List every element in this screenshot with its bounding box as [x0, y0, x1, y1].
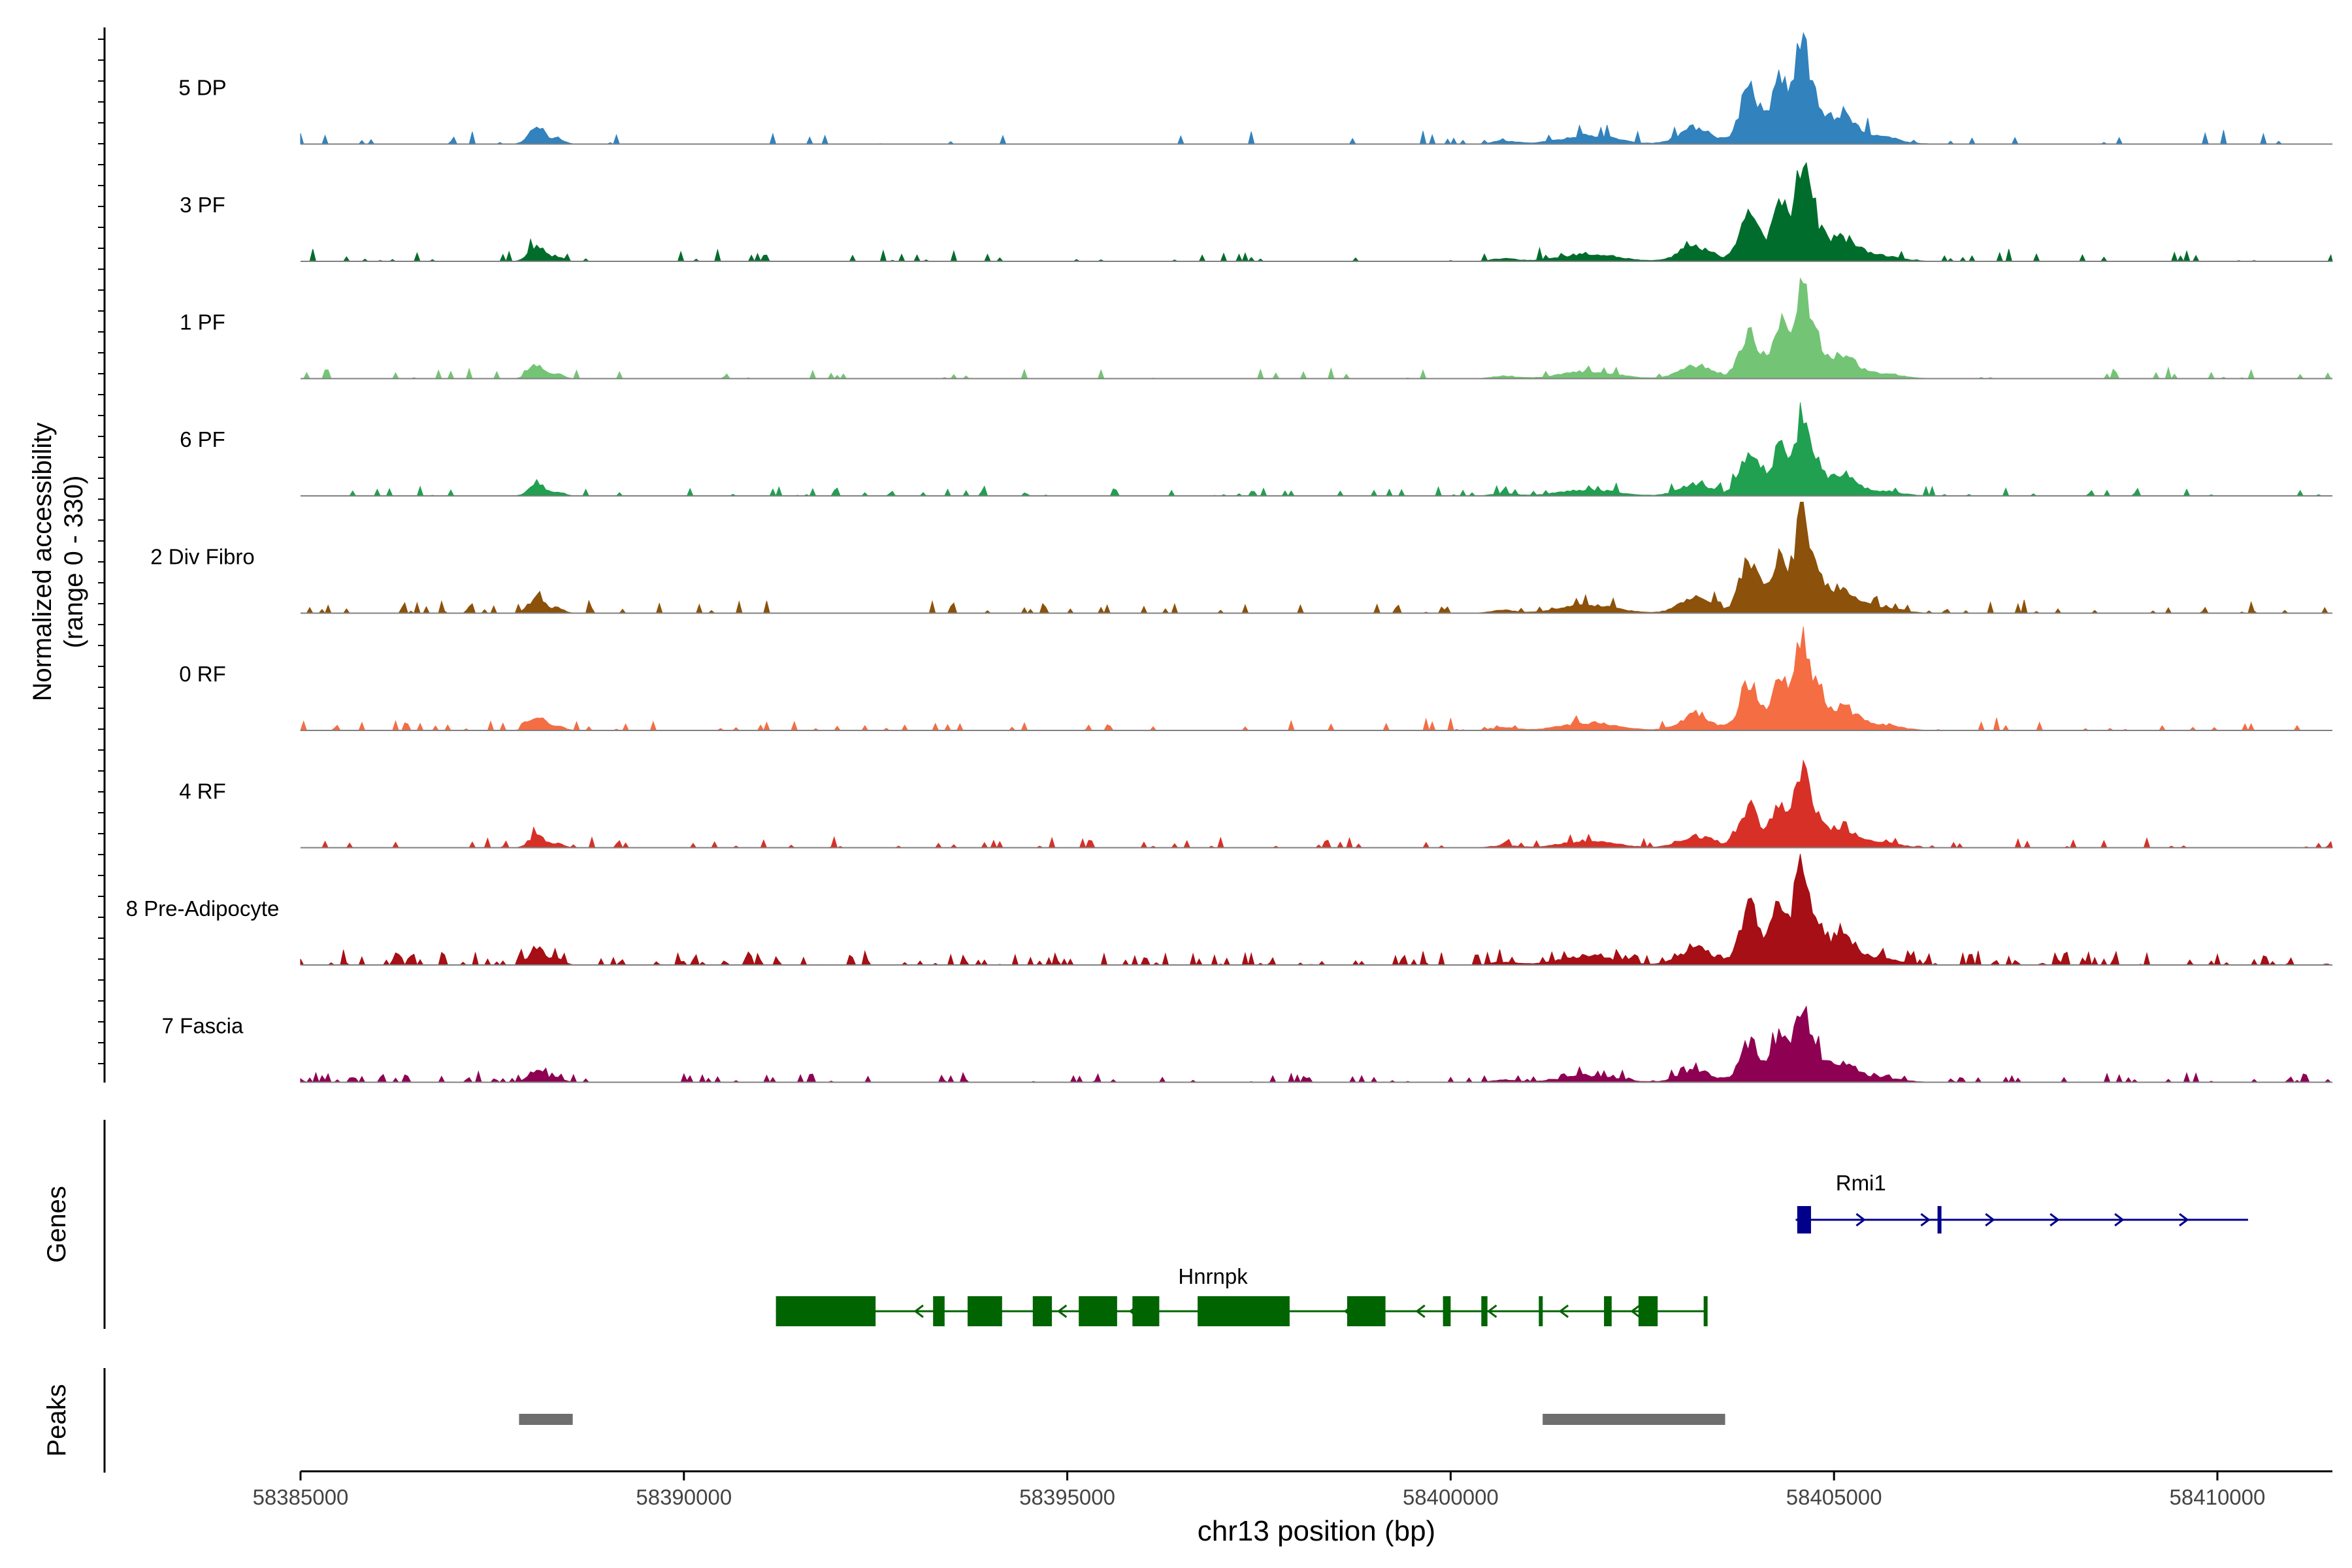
coverage-area	[300, 31, 2332, 145]
strand-arrow	[1855, 1213, 1866, 1227]
x-tick-label: 58400000	[1403, 1485, 1499, 1509]
gene-exon	[933, 1296, 945, 1326]
gene-exon	[1079, 1296, 1117, 1326]
coverage-track: 1 PF	[180, 277, 2332, 380]
x-axis-ticks: 58385000 58390000 58395000 58400000 58405000…	[253, 1471, 2266, 1509]
peak-region	[1543, 1414, 1725, 1425]
strand-arrow	[2114, 1213, 2125, 1227]
gene-name: Hnrnpk	[1178, 1264, 1248, 1288]
strand-arrow	[1056, 1304, 1068, 1318]
gene-exon	[1539, 1296, 1543, 1326]
gene-rmi1: Rmi1	[1795, 1171, 2248, 1233]
track-label: 2 Div Fibro	[150, 545, 255, 569]
genes-track-label: Genes	[42, 1186, 71, 1263]
track-label: 4 RF	[179, 779, 226, 804]
strand-arrow	[2050, 1213, 2060, 1227]
x-tick-label: 58390000	[636, 1485, 732, 1509]
coverage-track: 6 PF	[180, 402, 2332, 497]
track-label: 1 PF	[180, 310, 225, 335]
gene-exon	[1703, 1296, 1708, 1326]
gene-exon	[776, 1296, 876, 1326]
gene-exon	[1638, 1296, 1658, 1326]
coverage-area	[301, 759, 2333, 849]
peak-regions	[519, 1414, 1725, 1425]
strand-arrow	[1630, 1304, 1641, 1318]
x-tick-label: 58410000	[2170, 1485, 2266, 1509]
coverage-area	[301, 277, 2332, 380]
coverage-area	[301, 161, 2333, 263]
strand-arrow	[1920, 1213, 1931, 1227]
x-tick-label: 58395000	[1019, 1485, 1115, 1509]
gene-exon	[1347, 1296, 1386, 1326]
gene-exon	[968, 1296, 1002, 1326]
coverage-area	[300, 1005, 2332, 1083]
strand-arrow	[1486, 1304, 1497, 1318]
y-axis-range-label: (range 0 - 330)	[59, 476, 88, 649]
coverage-track: 7 Fascia	[162, 1005, 2332, 1083]
gene-exon	[1797, 1206, 1811, 1233]
track-label: 7 Fascia	[162, 1014, 244, 1038]
coverage-track: 0 RF	[179, 627, 2332, 732]
gene-exon	[1032, 1296, 1053, 1326]
gene-name: Rmi1	[1836, 1171, 1886, 1195]
coverage-area	[300, 627, 2332, 732]
strand-arrow	[1415, 1304, 1426, 1318]
track-label: 0 RF	[179, 662, 226, 686]
x-axis-label: chr13 position (bp)	[1198, 1515, 1435, 1547]
coverage-track: 3 PF	[180, 161, 2333, 263]
gene-exon	[1481, 1296, 1488, 1326]
gene-exon	[1132, 1296, 1160, 1326]
track-label: 3 PF	[180, 193, 225, 217]
track-label: 6 PF	[180, 427, 225, 451]
coverage-track: 4 RF	[179, 759, 2333, 849]
gene-exon	[1198, 1296, 1290, 1326]
coverage-y-ticks	[98, 39, 105, 1064]
track-label: 8 Pre-Adipocyte	[126, 896, 280, 921]
peak-region	[519, 1414, 573, 1425]
y-axis-label: Normalized accessibility	[28, 423, 57, 702]
strand-arrow	[913, 1304, 924, 1318]
x-tick-label: 58385000	[253, 1485, 349, 1509]
gene-hnrnpk: Hnrnpk	[776, 1264, 1708, 1326]
coverage-track: 5 DP	[178, 31, 2332, 145]
coverage-area	[300, 853, 2332, 966]
gene-exon	[1443, 1296, 1451, 1326]
coverage-track: 2 Div Fibro	[150, 502, 2332, 615]
x-tick-label: 58405000	[1786, 1485, 1882, 1509]
coverage-area	[301, 502, 2332, 615]
gene-exon	[1937, 1206, 1942, 1233]
peaks-track-label: Peaks	[42, 1384, 71, 1456]
gene-exon	[1604, 1296, 1612, 1326]
strand-arrow	[1985, 1213, 1995, 1227]
coverage-track: 8 Pre-Adipocyte	[126, 853, 2332, 966]
strand-arrow	[2179, 1213, 2189, 1227]
gene-annotations: Rmi1 Hnrnpk	[776, 1171, 2248, 1326]
coverage-tracks: 5 DP 3 PF 1 PF 6 PF 2 Div Fibro 0 RF 4 RF 8 Pre…	[126, 31, 2333, 1083]
strand-arrow	[1558, 1304, 1569, 1318]
coverage-area	[301, 402, 2332, 497]
track-label: 5 DP	[178, 76, 226, 100]
